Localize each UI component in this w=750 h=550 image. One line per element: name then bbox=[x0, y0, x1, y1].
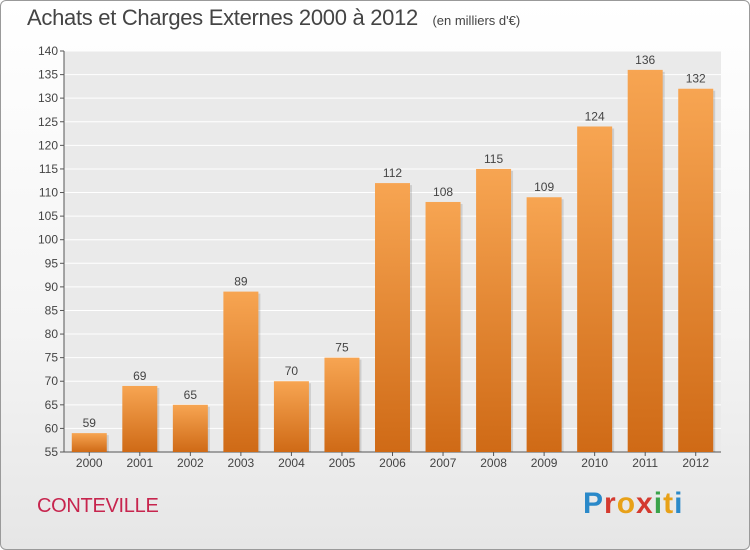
y-tick-label: 140 bbox=[38, 44, 58, 58]
y-tick-label: 90 bbox=[45, 280, 59, 294]
y-tick-label: 115 bbox=[39, 162, 58, 176]
y-tick-label: 110 bbox=[39, 186, 58, 200]
bar bbox=[627, 69, 663, 452]
bar bbox=[71, 433, 107, 452]
x-tick-label: 2000 bbox=[76, 456, 103, 470]
y-tick-label: 85 bbox=[45, 303, 59, 317]
y-tick-label: 100 bbox=[38, 233, 58, 247]
bar bbox=[526, 197, 562, 452]
y-tick-label: 55 bbox=[45, 445, 59, 459]
chart-title: Achats et Charges Externes 2000 à 2012 bbox=[27, 5, 418, 30]
bar bbox=[324, 357, 360, 452]
y-tick-label: 75 bbox=[45, 351, 59, 365]
proxiti-logo: Proxiti bbox=[583, 487, 684, 520]
y-tick-label: 120 bbox=[38, 138, 58, 152]
data-label: 115 bbox=[484, 152, 503, 166]
data-label: 65 bbox=[184, 388, 198, 402]
y-tick-label: 70 bbox=[45, 374, 59, 388]
y-tick-label: 125 bbox=[38, 115, 58, 129]
x-tick-label: 2003 bbox=[228, 456, 255, 470]
x-tick-label: 2007 bbox=[430, 456, 457, 470]
bar bbox=[476, 168, 512, 453]
title-row: Achats et Charges Externes 2000 à 2012 (… bbox=[27, 5, 520, 31]
x-tick-label: 2009 bbox=[531, 456, 558, 470]
x-tick-label: 2004 bbox=[278, 456, 305, 470]
x-tick-label: 2001 bbox=[126, 456, 153, 470]
y-tick-label: 80 bbox=[45, 327, 59, 341]
x-tick-label: 2011 bbox=[632, 456, 658, 470]
y-tick-label: 60 bbox=[45, 421, 59, 435]
chart-unit: (en milliers d'€) bbox=[432, 13, 521, 28]
x-tick-label: 2006 bbox=[379, 456, 406, 470]
bar bbox=[172, 404, 208, 452]
x-tick-label: 2012 bbox=[682, 456, 709, 470]
data-label: 59 bbox=[83, 416, 97, 430]
bar bbox=[577, 126, 613, 452]
data-label: 89 bbox=[234, 275, 248, 289]
x-tick-label: 2005 bbox=[329, 456, 356, 470]
bar bbox=[425, 201, 461, 452]
bar bbox=[273, 381, 309, 452]
data-label: 132 bbox=[686, 72, 706, 86]
x-tick-label: 2008 bbox=[480, 456, 507, 470]
data-label: 108 bbox=[433, 185, 453, 199]
bar bbox=[223, 291, 259, 452]
y-tick-label: 135 bbox=[38, 68, 58, 82]
bar bbox=[678, 88, 714, 452]
place-name: CONTEVILLE bbox=[37, 495, 159, 517]
data-label: 124 bbox=[585, 109, 605, 123]
data-label: 69 bbox=[133, 369, 147, 383]
y-tick-label: 105 bbox=[38, 209, 58, 223]
data-label: 109 bbox=[534, 180, 554, 194]
bar bbox=[122, 385, 158, 452]
y-tick-label: 130 bbox=[38, 91, 58, 105]
data-label: 75 bbox=[335, 341, 349, 355]
x-tick-label: 2010 bbox=[581, 456, 608, 470]
y-tick-label: 95 bbox=[45, 256, 59, 270]
data-label: 70 bbox=[285, 364, 299, 378]
y-tick-label: 65 bbox=[45, 398, 59, 412]
x-tick-label: 2002 bbox=[177, 456, 204, 470]
data-label: 112 bbox=[383, 166, 402, 180]
bar bbox=[375, 183, 410, 452]
data-label: 136 bbox=[635, 53, 655, 67]
